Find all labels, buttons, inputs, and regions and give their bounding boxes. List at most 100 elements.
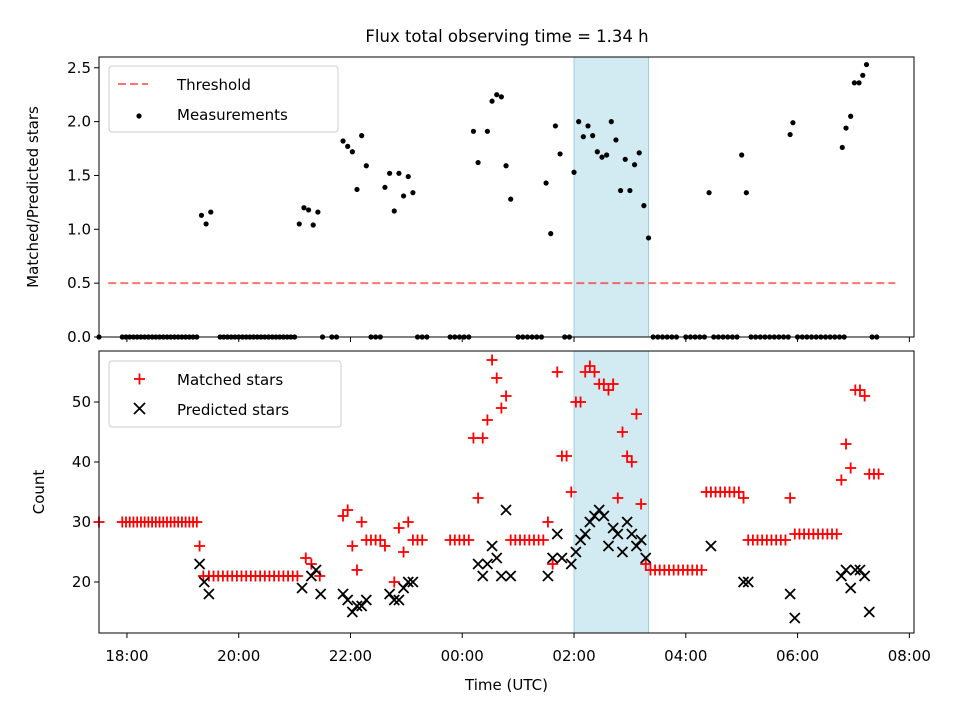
count-panel: 20 30 40 50 18:00 20:00 22:00 00:00 02:00 04:00 0… (30, 350, 931, 694)
predicted-point (315, 588, 327, 600)
predicted-point (588, 510, 601, 522)
predicted-point (407, 576, 419, 588)
predicted-point (296, 582, 308, 594)
matched-point (351, 564, 363, 576)
measurement-point (580, 134, 586, 140)
predicted-point (500, 504, 512, 516)
measurement-point (787, 131, 793, 138)
matched-point (500, 390, 512, 402)
chart-title: Flux total observing time = 1.34 h (365, 27, 648, 46)
matched-point (738, 492, 750, 504)
ratio-panel: 0.0 0.5 1.0 1.5 2.0 2.5 Matched/Predicted sta… (24, 56, 915, 346)
matched-point (696, 564, 708, 576)
matched-point (542, 516, 554, 528)
measurement-point (400, 193, 407, 199)
legend-measurements-swatch (136, 113, 142, 119)
measurement-point (475, 159, 481, 166)
observing-window-highlight (573, 350, 649, 634)
legend-box (108, 360, 342, 428)
predicted-point (630, 540, 643, 552)
matched-point (733, 486, 745, 498)
predicted-point (789, 612, 801, 624)
matched-point (314, 570, 326, 582)
measurement-point (345, 143, 351, 149)
predicted-point (845, 582, 857, 594)
measurement-point (340, 138, 346, 144)
plot-frame (98, 56, 915, 338)
matched-point (191, 516, 203, 528)
matched-point (374, 534, 386, 546)
measurement-point (305, 207, 312, 213)
plot-frame (98, 350, 915, 634)
measurement-point (503, 163, 509, 169)
measurement-point (790, 120, 796, 126)
matched-point (602, 384, 614, 396)
measurement-point (599, 154, 605, 160)
predicted-point (402, 576, 414, 588)
matched-point (607, 378, 619, 390)
x-tick-label: 18:00 (105, 647, 148, 665)
measurement-point (641, 203, 647, 209)
predicted-point (579, 528, 591, 540)
predicted-point (472, 558, 484, 570)
predicted-point (388, 594, 400, 606)
x-tick-label: 04:00 (664, 647, 707, 665)
matched-point (393, 522, 405, 534)
matched-point (379, 540, 391, 552)
predicted-point (835, 570, 847, 582)
predicted-point (310, 564, 322, 576)
matched-point (194, 540, 206, 552)
matched-point (575, 396, 587, 408)
predicted-point (840, 564, 852, 576)
predicted-point (565, 558, 577, 570)
measurement-point (354, 186, 360, 193)
measurement-point (631, 162, 638, 168)
predicted-point (481, 558, 494, 570)
matched-point (398, 546, 410, 558)
matched-point (873, 468, 885, 480)
predicted-point (305, 570, 318, 582)
predicted-point (854, 564, 866, 576)
measurement-point (363, 163, 369, 169)
y-tick-label: 1.0 (67, 220, 91, 238)
measurement-point (310, 222, 316, 228)
measurement-point (557, 151, 563, 157)
matched-point (859, 390, 871, 402)
matched-point (626, 456, 638, 468)
predicted-point (584, 516, 596, 528)
y-axis-label: Matched/Predicted stars (24, 106, 42, 288)
measurement-point (839, 144, 845, 151)
predicted-point (626, 528, 638, 540)
y-tick-label: 1.5 (67, 166, 91, 184)
measurement-point (743, 190, 749, 196)
matched-point (579, 366, 591, 378)
matched-point (337, 510, 349, 522)
y-axis-ticks: 20 30 40 50 (72, 393, 99, 591)
measurement-point (590, 133, 596, 139)
measurement-point (856, 80, 862, 86)
matched-point (784, 492, 796, 504)
matched-point (835, 474, 847, 486)
y-tick-label: 2.5 (67, 59, 91, 77)
y-tick-label: 2.0 (67, 113, 91, 131)
matched-point (305, 558, 317, 570)
matched-point (477, 432, 489, 444)
predicted-point (203, 588, 215, 600)
matched-point (854, 384, 866, 396)
predicted-point (705, 540, 717, 552)
matched-point (467, 432, 479, 444)
predicted-point (383, 588, 396, 600)
matched-point (491, 372, 503, 384)
measurement-point (706, 190, 712, 196)
measurement-point (585, 123, 591, 129)
matched-point (481, 414, 493, 426)
y-axis-ticks: 0.0 0.5 1.0 1.5 2.0 2.5 (67, 59, 99, 346)
predicted-point (346, 606, 358, 618)
matched-point (291, 570, 303, 582)
y-tick-label: 50 (72, 393, 91, 411)
measurement-point (594, 149, 600, 155)
matched-point (561, 450, 573, 462)
predicted-point (556, 552, 568, 564)
predicted-point (486, 540, 498, 552)
